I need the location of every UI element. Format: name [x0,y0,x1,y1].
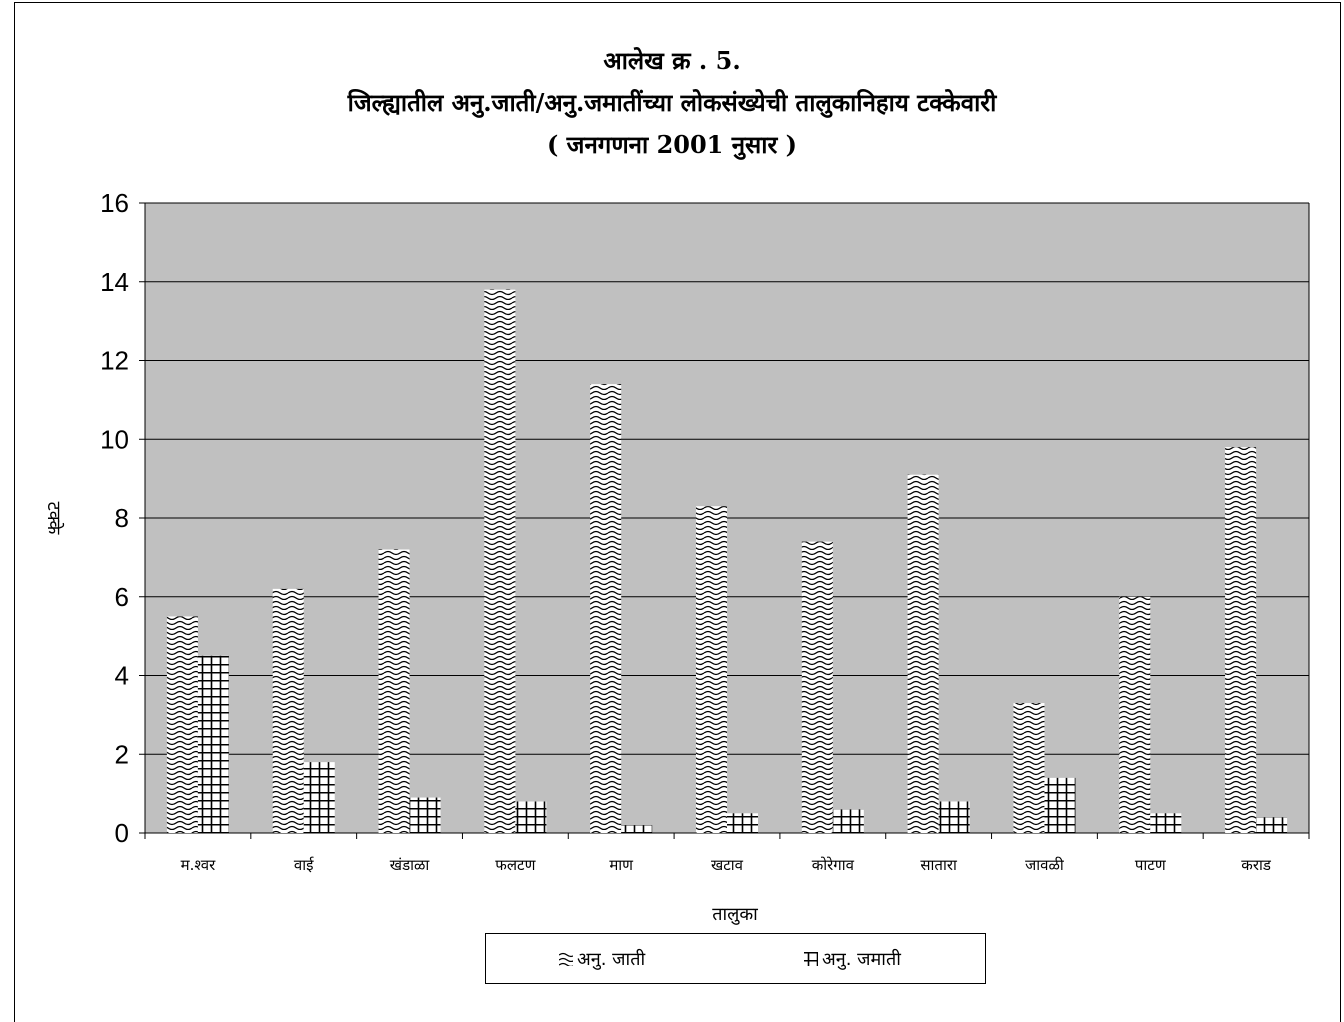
y-tick-label: 8 [115,503,129,533]
bar-sc [1225,447,1257,833]
bar-sc [272,588,304,833]
bar-sc [696,506,727,833]
bar-sc [1013,703,1045,833]
y-tick-label: 12 [100,346,129,376]
x-axis-label: तालुका [712,904,758,925]
bar-sc [907,474,939,833]
legend-label-sc: अनु. जाती [577,949,646,970]
x-tick-label: म.श्वर [181,856,216,874]
bar-st [409,797,441,833]
y-axis-label: टक्के [43,502,65,536]
bar-st [303,762,335,833]
bar-st [515,801,547,833]
bar-st [197,655,229,833]
y-tick-label: 10 [100,424,129,454]
plot-area: 0 2 4 6 8 10 12 14 16 म.श्वर वाई खंडाळा फलटण माण खटाव क… [100,188,1310,874]
x-tick-label: वाई [294,856,315,874]
legend-swatch-sc [559,952,573,966]
x-tick-label: जावळी [1025,856,1065,874]
bar-sc [378,549,410,833]
y-tick-label: 6 [115,582,129,612]
x-tick-label: कोरेगाव [812,856,855,874]
x-tick-label: खटाव [711,856,744,874]
y-tick-label: 14 [100,267,129,297]
chart-title: आलेख क्र . 5. [603,46,741,75]
bar-sc [801,541,833,833]
y-tick-label: 16 [100,188,129,218]
chart-subtitle: जिल्ह्यातील अनु.जाती/अनु.जमातींच्या लोकस… [347,88,997,117]
x-tick-label: माण [609,856,634,874]
x-tick-label: सातारा [920,856,958,874]
x-tick-label: पाटण [1135,856,1167,874]
bar-sc [1119,596,1151,833]
bar-st [1256,817,1288,833]
y-tick-label: 2 [115,739,129,769]
legend-item-sc: अनु. जाती [559,947,645,971]
chart-legend: अनु. जाती अनु. जमाती [485,933,986,984]
x-tick-label: फलटण [495,856,536,874]
x-tick-label: खंडाळा [390,856,431,874]
bar-st [1044,777,1076,833]
legend-label-st: अनु. जमाती [822,949,901,970]
bar-sc [166,616,198,833]
y-tick-label: 0 [115,818,129,848]
legend-swatch-st [804,952,818,966]
bar-sc [484,289,516,833]
legend-item-st: अनु. जमाती [804,947,901,971]
y-tick-label: 4 [115,661,129,691]
chart-frame [14,2,1341,1022]
bar-st [727,813,758,833]
chart-subtitle-census: ( जनगणना 2001 नुसार ) [546,130,798,159]
bar-st [938,801,970,833]
x-tick-label: कराड [1241,856,1272,874]
bar-st [1150,813,1182,833]
chart-title-block: आलेख क्र . 5. जिल्ह्यातील अनु.जाती/अनु.ज… [0,40,1344,166]
bar-sc [590,384,622,833]
bar-st [621,825,653,833]
bar-st [832,809,864,833]
